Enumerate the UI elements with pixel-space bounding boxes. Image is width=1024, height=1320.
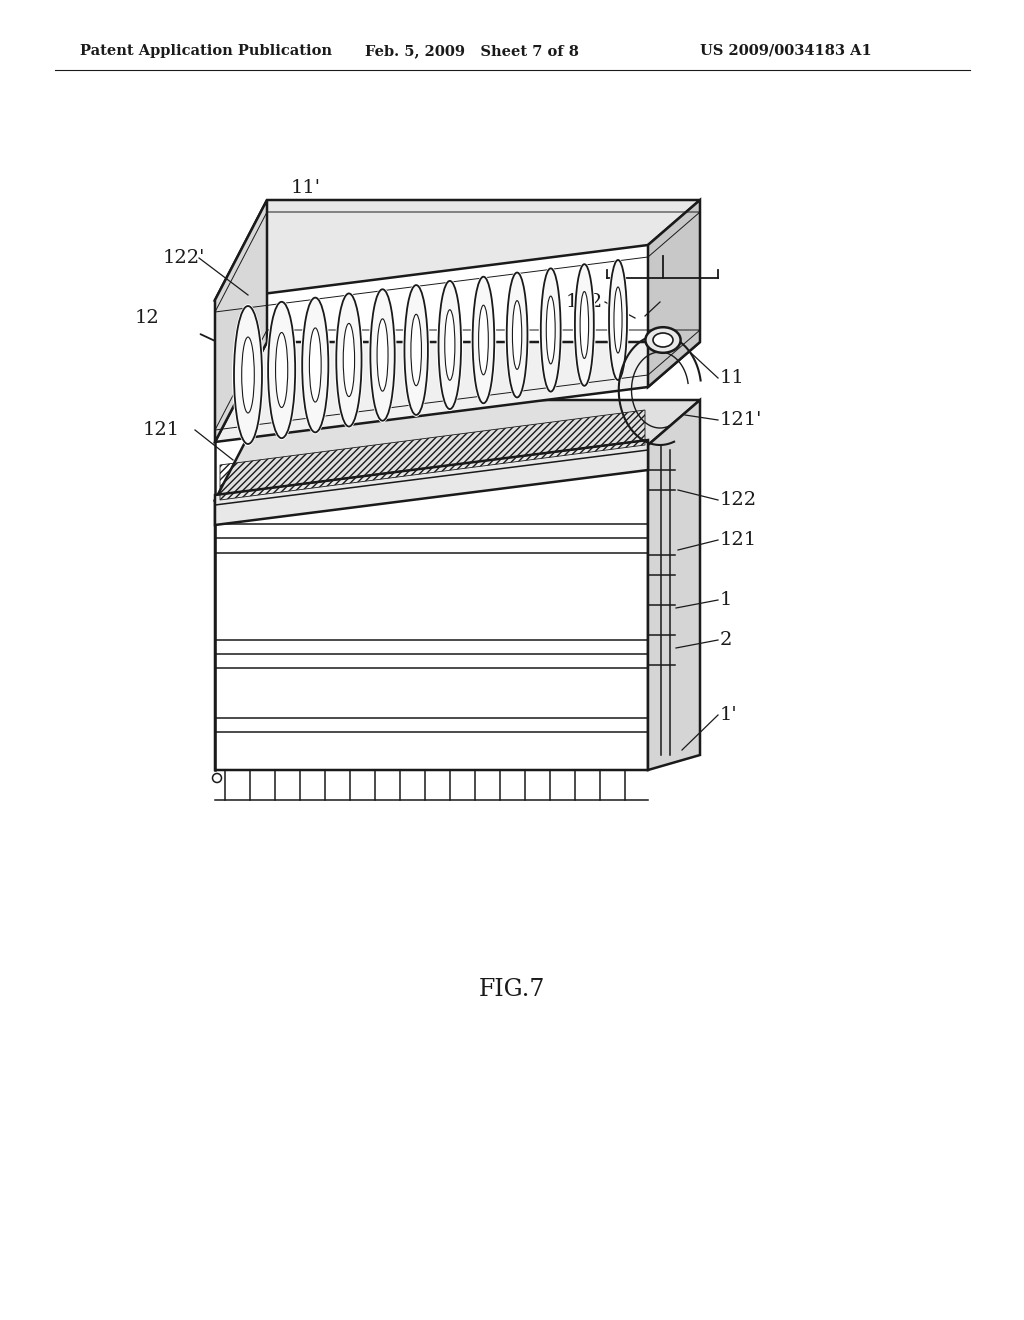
Ellipse shape (653, 333, 673, 347)
Ellipse shape (411, 314, 422, 385)
Polygon shape (215, 201, 267, 442)
Text: 121: 121 (720, 531, 757, 549)
Text: Feb. 5, 2009   Sheet 7 of 8: Feb. 5, 2009 Sheet 7 of 8 (365, 44, 579, 58)
Ellipse shape (574, 264, 594, 385)
Ellipse shape (478, 305, 488, 375)
Ellipse shape (371, 289, 394, 421)
Text: 1': 1' (720, 706, 737, 723)
Ellipse shape (336, 293, 361, 426)
Ellipse shape (213, 774, 221, 783)
Ellipse shape (607, 257, 629, 381)
Text: FIG.7: FIG.7 (479, 978, 545, 1002)
Polygon shape (215, 445, 648, 770)
Text: 122: 122 (720, 491, 757, 510)
Ellipse shape (266, 300, 297, 440)
Ellipse shape (471, 275, 497, 405)
Ellipse shape (232, 304, 264, 446)
Ellipse shape (302, 297, 329, 433)
Ellipse shape (309, 327, 322, 403)
Ellipse shape (541, 268, 560, 392)
Ellipse shape (234, 306, 262, 444)
Ellipse shape (473, 277, 495, 404)
Polygon shape (648, 400, 700, 770)
Text: 111: 111 (662, 293, 699, 312)
Text: 1: 1 (720, 591, 732, 609)
Ellipse shape (581, 292, 589, 359)
Ellipse shape (300, 296, 331, 434)
Ellipse shape (377, 319, 388, 391)
Text: 11: 11 (720, 370, 744, 387)
Text: US 2009/0034183 A1: US 2009/0034183 A1 (700, 44, 871, 58)
Text: 2: 2 (720, 631, 732, 649)
Polygon shape (215, 440, 648, 525)
Text: 121: 121 (143, 421, 180, 440)
Ellipse shape (444, 310, 455, 380)
Text: 3: 3 (656, 235, 669, 253)
Ellipse shape (505, 271, 529, 400)
Ellipse shape (369, 288, 396, 422)
Ellipse shape (275, 333, 288, 408)
Ellipse shape (438, 281, 461, 409)
Ellipse shape (512, 301, 522, 370)
Polygon shape (648, 201, 700, 387)
Ellipse shape (609, 260, 627, 380)
Ellipse shape (268, 302, 295, 438)
Text: 12: 12 (135, 309, 160, 327)
Text: 121': 121' (720, 411, 763, 429)
Text: 11': 11' (291, 180, 321, 197)
Ellipse shape (546, 296, 555, 364)
Ellipse shape (404, 285, 428, 414)
Text: 122': 122' (163, 249, 206, 267)
Text: 112: 112 (566, 293, 603, 312)
Ellipse shape (402, 282, 430, 417)
Ellipse shape (614, 286, 622, 352)
Ellipse shape (539, 267, 562, 393)
Ellipse shape (436, 279, 463, 411)
Text: Patent Application Publication: Patent Application Publication (80, 44, 332, 58)
Polygon shape (215, 342, 700, 442)
Ellipse shape (507, 272, 527, 397)
Polygon shape (215, 201, 700, 300)
Polygon shape (215, 400, 700, 500)
Ellipse shape (343, 323, 354, 396)
Ellipse shape (645, 327, 681, 352)
Ellipse shape (242, 337, 254, 413)
Ellipse shape (334, 292, 364, 429)
Ellipse shape (572, 263, 596, 388)
